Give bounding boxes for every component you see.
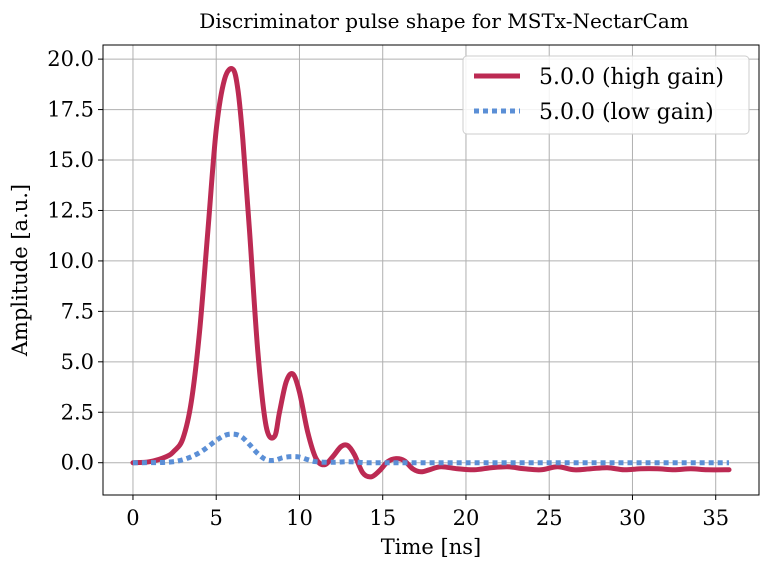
series-line-high-gain <box>130 66 732 480</box>
y-tick-label: 15.0 <box>47 148 94 172</box>
x-tick-label: 5 <box>210 506 223 530</box>
chart-title: Discriminator pulse shape for MSTx-Necta… <box>199 9 688 33</box>
y-tick-label: 0.0 <box>61 451 94 475</box>
y-tick-label: 5.0 <box>61 350 94 374</box>
legend-box <box>462 55 750 135</box>
x-tick-label: 10 <box>286 506 313 530</box>
y-tick-label: 7.5 <box>61 299 94 323</box>
x-axis-label: Time [ns] <box>381 535 481 559</box>
plot-frame <box>102 44 760 496</box>
y-tick-label: 17.5 <box>47 98 94 122</box>
legend-label-high-gain: 5.0.0 (high gain) <box>539 65 724 90</box>
legend: 5.0.0 (high gain) 5.0.0 (low gain) <box>462 55 750 135</box>
x-tick-label: 0 <box>126 506 139 530</box>
legend-label-low-gain: 5.0.0 (low gain) <box>539 100 714 125</box>
series-line-low-gain <box>132 431 730 466</box>
x-tick-label: 20 <box>453 506 480 530</box>
y-axis-label: Amplitude [a.u.] <box>8 184 32 357</box>
x-tick-label: 15 <box>369 506 396 530</box>
x-tick-label: 30 <box>619 506 646 530</box>
x-tick-label: 35 <box>702 506 729 530</box>
x-axis: 0 5 10 15 20 25 30 35 <box>126 495 729 530</box>
y-tick-label: 10.0 <box>47 249 94 273</box>
y-axis: 0.0 2.5 5.0 7.5 10.0 12.5 15.0 17.5 20.0 <box>47 47 103 475</box>
y-tick-label: 20.0 <box>47 47 94 71</box>
y-tick-label: 2.5 <box>61 400 94 424</box>
y-tick-label: 12.5 <box>47 198 94 222</box>
x-tick-label: 25 <box>536 506 563 530</box>
series-layer <box>130 66 732 480</box>
